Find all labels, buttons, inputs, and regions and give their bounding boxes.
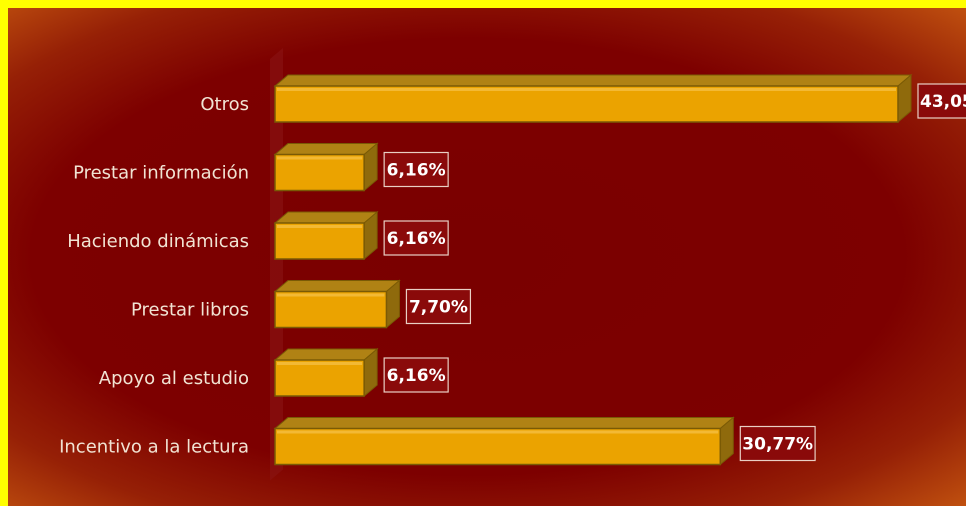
- category-label: Prestar información: [73, 163, 249, 184]
- data-label: 30,77%: [739, 425, 816, 462]
- bar: [273, 279, 401, 329]
- bar-top-face: [273, 143, 379, 155]
- data-label-box: [405, 288, 472, 325]
- data-label-box: [383, 220, 449, 256]
- data-label-box: [739, 425, 816, 462]
- data-label-box: [383, 151, 449, 188]
- category-label: Incentivo a la lectura: [59, 437, 249, 458]
- bar-top-face: [273, 348, 379, 361]
- data-label-text: 30,77%: [742, 435, 813, 455]
- bar: [273, 73, 913, 124]
- bar-front-face: [274, 290, 388, 329]
- bar-highlight: [277, 362, 363, 365]
- data-label-text: 43,05%: [920, 92, 966, 112]
- category-label: Apoyo al estudio: [99, 368, 249, 389]
- bar-highlight: [277, 225, 363, 228]
- bar-top-face: [273, 280, 401, 292]
- data-label-text: 6,16%: [387, 229, 446, 249]
- bar: [273, 347, 379, 398]
- bar-chart: Otros Prestar información Haciendo dinámic…: [59, 48, 966, 481]
- bar: [273, 142, 379, 192]
- bar-front-face: [274, 153, 365, 192]
- bar: [273, 210, 379, 261]
- data-label: 6,16%: [383, 357, 449, 393]
- bar-top-face: [273, 417, 735, 429]
- bar-top-face: [273, 211, 379, 224]
- bar-front-face: [274, 85, 899, 123]
- bar-highlight: [277, 293, 385, 297]
- data-label-box: [383, 357, 449, 393]
- data-label-box: [917, 83, 966, 119]
- data-label-text: 7,70%: [409, 298, 468, 318]
- bar-front-face: [274, 427, 722, 466]
- bar-front-face: [274, 222, 365, 260]
- data-label: 6,16%: [383, 151, 449, 188]
- category-axis: Otros Prestar información Haciendo dinámic…: [59, 48, 283, 481]
- bars: [273, 73, 913, 466]
- bar-highlight: [277, 156, 363, 160]
- data-label: 6,16%: [383, 220, 449, 256]
- bar: [273, 416, 735, 466]
- bar-top-face: [273, 74, 913, 87]
- data-label-text: 6,16%: [387, 366, 446, 386]
- category-label: Otros: [200, 94, 249, 115]
- data-label: 7,70%: [405, 288, 472, 325]
- category-label: Haciendo dinámicas: [67, 231, 249, 252]
- labels: 43,05% 6,16% 6,16% 7,70% 6,16% 30,77%: [383, 83, 966, 462]
- data-label: 43,05%: [917, 83, 966, 119]
- bar-highlight: [277, 430, 719, 434]
- bar-front-face: [274, 359, 365, 397]
- data-label-text: 6,16%: [387, 161, 446, 181]
- bar-highlight: [277, 88, 896, 91]
- category-label: Prestar libros: [131, 300, 249, 321]
